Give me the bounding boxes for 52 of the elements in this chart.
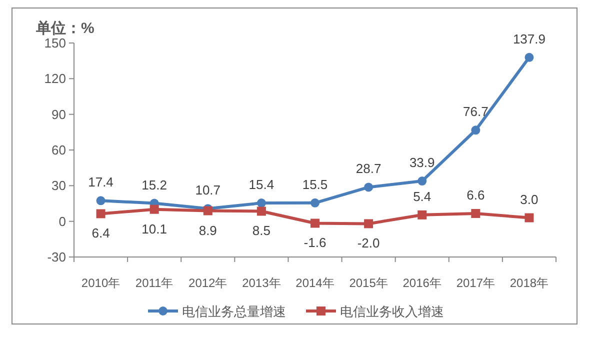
data-label: 15.5	[302, 176, 328, 192]
point	[524, 213, 534, 222]
point	[256, 198, 266, 208]
x-tick-label: 2011年	[135, 276, 174, 290]
point	[96, 196, 106, 206]
x-tick-label: 2010年	[81, 276, 120, 290]
data-label: 3.0	[520, 192, 538, 207]
y-tick-label: 120	[44, 71, 66, 86]
data-label: 6.4	[92, 226, 110, 241]
y-axis-title: 单位：%	[35, 20, 94, 37]
point	[418, 176, 427, 186]
legend-label: 电信业务收入增速	[340, 304, 444, 319]
data-label: 15.4	[248, 177, 274, 192]
y-tick-label: 0	[58, 214, 66, 229]
data-label: -1.6	[304, 235, 326, 250]
data-label: 8.5	[252, 223, 270, 238]
point	[256, 206, 266, 216]
x-tick-label: 2014年	[296, 276, 334, 290]
y-tick-label: 90	[52, 106, 66, 122]
data-label: 5.4	[413, 188, 432, 204]
x-tick-label: 2018年	[510, 276, 549, 290]
data-label: 28.7	[356, 161, 382, 176]
y-tick-label: -30	[47, 250, 66, 264]
x-tick-label: 2015年	[349, 276, 388, 290]
data-label: 17.4	[88, 174, 114, 190]
legend-label: 电信业务总量增速	[182, 304, 286, 319]
data-label: 10.1	[142, 221, 167, 236]
data-label: -2.0	[357, 236, 380, 251]
y-tick-label: 30	[52, 178, 66, 194]
x-tick-label: 2013年	[242, 276, 281, 290]
data-label: 137.9	[512, 31, 546, 46]
x-tick-label: 2017年	[456, 276, 496, 290]
x-tick-label: 2012年	[188, 276, 228, 290]
y-tick-label: 60	[52, 142, 66, 158]
point	[96, 209, 106, 218]
data-label: 15.2	[142, 177, 167, 192]
point	[364, 219, 374, 228]
x-tick-label: 2016年	[402, 276, 442, 290]
point	[524, 52, 534, 62]
data-label: 76.7	[463, 104, 488, 120]
point	[310, 198, 320, 208]
point	[150, 204, 159, 214]
point	[471, 208, 480, 218]
point	[310, 218, 320, 228]
y-tick-label: 150	[44, 36, 66, 50]
data-label: 10.7	[195, 182, 221, 198]
data-label: 33.9	[409, 155, 435, 170]
point	[418, 210, 427, 220]
data-label: 6.6	[466, 187, 485, 202]
point	[471, 126, 480, 135]
data-label: 8.9	[198, 222, 217, 238]
point	[364, 182, 374, 192]
